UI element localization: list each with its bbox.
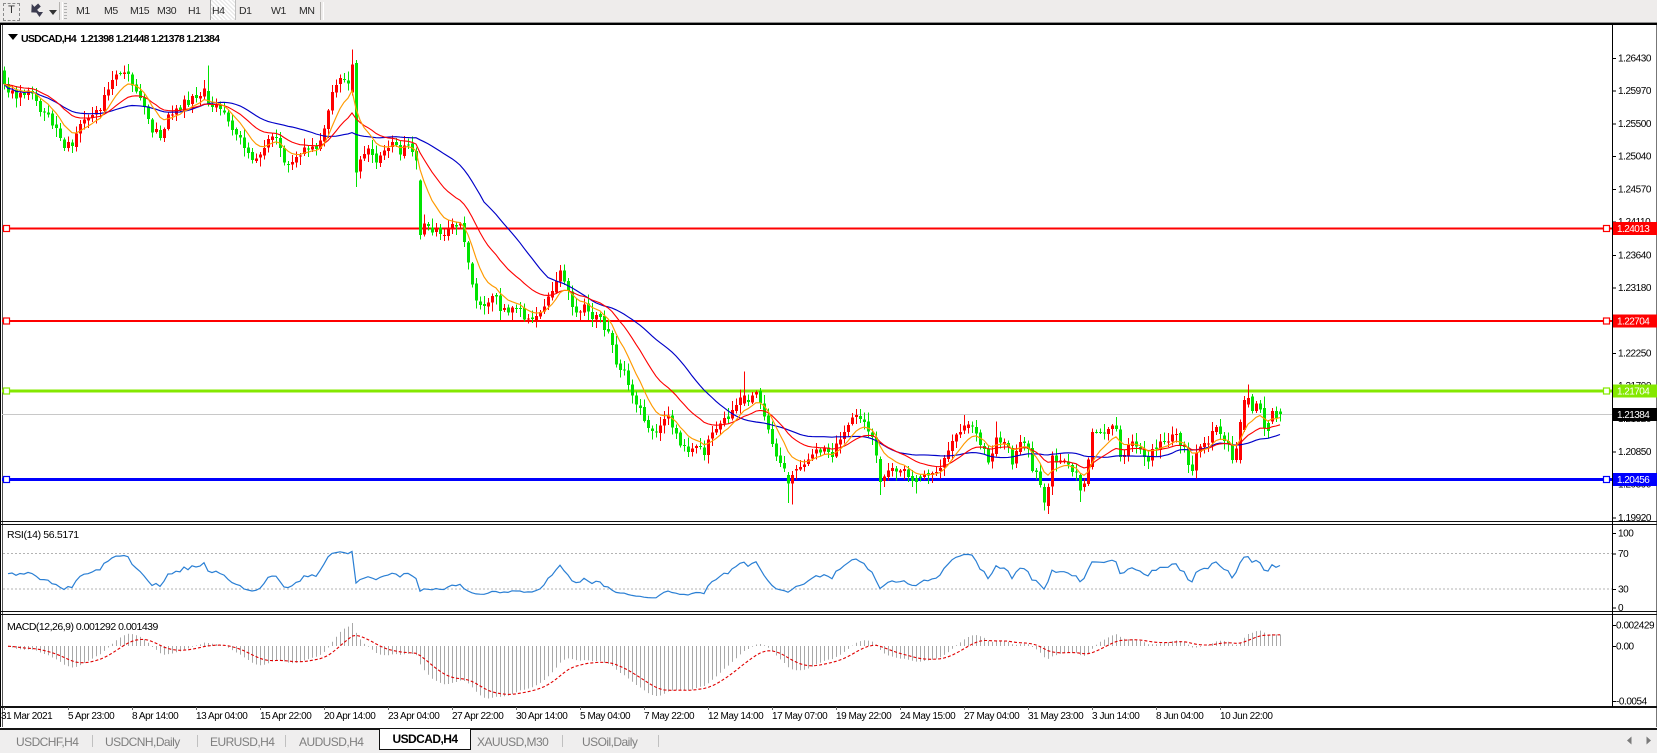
svg-text:30: 30	[1618, 585, 1629, 596]
svg-text:1.26430: 1.26430	[1618, 53, 1652, 64]
svg-text:1.25040: 1.25040	[1618, 152, 1652, 163]
svg-text:USDCAD,H4 1.21398 1.21448 1.2: USDCAD,H4 1.21398 1.21448 1.21378 1.2138…	[21, 33, 220, 45]
svg-text:10 Jun 22:00: 10 Jun 22:00	[1220, 711, 1273, 722]
svg-text:1.21384: 1.21384	[1617, 410, 1650, 421]
svg-text:70: 70	[1618, 549, 1629, 560]
svg-text:13 Apr 04:00: 13 Apr 04:00	[196, 711, 248, 722]
svg-text:100: 100	[1618, 529, 1634, 540]
svg-text:1.25500: 1.25500	[1618, 119, 1652, 130]
svg-text:-0.0054: -0.0054	[1616, 697, 1648, 708]
svg-text:1.22704: 1.22704	[1617, 317, 1650, 328]
svg-text:19 May 22:00: 19 May 22:00	[836, 711, 892, 722]
svg-text:15 Apr 22:00: 15 Apr 22:00	[260, 711, 312, 722]
svg-text:31 Mar 2021: 31 Mar 2021	[1, 711, 53, 722]
svg-text:1.20456: 1.20456	[1617, 475, 1650, 486]
svg-text:1.19920: 1.19920	[1618, 513, 1652, 524]
svg-text:1.23180: 1.23180	[1618, 283, 1652, 294]
svg-text:1.25970: 1.25970	[1618, 86, 1652, 97]
svg-text:1.23640: 1.23640	[1618, 250, 1652, 261]
svg-text:23 Apr 04:00: 23 Apr 04:00	[388, 711, 440, 722]
svg-text:5 Apr 23:00: 5 Apr 23:00	[68, 711, 115, 722]
svg-text:3 Jun 14:00: 3 Jun 14:00	[1092, 711, 1140, 722]
svg-text:8 Jun 04:00: 8 Jun 04:00	[1156, 711, 1204, 722]
svg-text:7 May 22:00: 7 May 22:00	[644, 711, 695, 722]
svg-text:27 May 04:00: 27 May 04:00	[964, 711, 1020, 722]
svg-text:1.20850: 1.20850	[1618, 447, 1652, 458]
svg-text:17 May 07:00: 17 May 07:00	[772, 711, 828, 722]
svg-text:MACD(12,26,9) 0.001292 0.00143: MACD(12,26,9) 0.001292 0.001439	[7, 621, 159, 633]
svg-text:12 May 14:00: 12 May 14:00	[708, 711, 764, 722]
svg-text:1.21704: 1.21704	[1617, 387, 1650, 398]
svg-text:0.002429: 0.002429	[1616, 621, 1655, 632]
svg-text:24 May 15:00: 24 May 15:00	[900, 711, 956, 722]
svg-text:31 May 23:00: 31 May 23:00	[1028, 711, 1084, 722]
svg-text:8 Apr 14:00: 8 Apr 14:00	[132, 711, 179, 722]
svg-text:0.00: 0.00	[1616, 642, 1635, 653]
svg-text:1.24013: 1.24013	[1617, 224, 1650, 235]
svg-text:30 Apr 14:00: 30 Apr 14:00	[516, 711, 568, 722]
svg-text:RSI(14) 56.5171: RSI(14) 56.5171	[7, 529, 79, 541]
svg-text:20 Apr 14:00: 20 Apr 14:00	[324, 711, 376, 722]
svg-text:1.22250: 1.22250	[1618, 348, 1652, 359]
svg-text:1.24570: 1.24570	[1618, 185, 1652, 196]
svg-text:5 May 04:00: 5 May 04:00	[580, 711, 631, 722]
svg-text:27 Apr 22:00: 27 Apr 22:00	[452, 711, 504, 722]
svg-text:0: 0	[1618, 603, 1624, 614]
